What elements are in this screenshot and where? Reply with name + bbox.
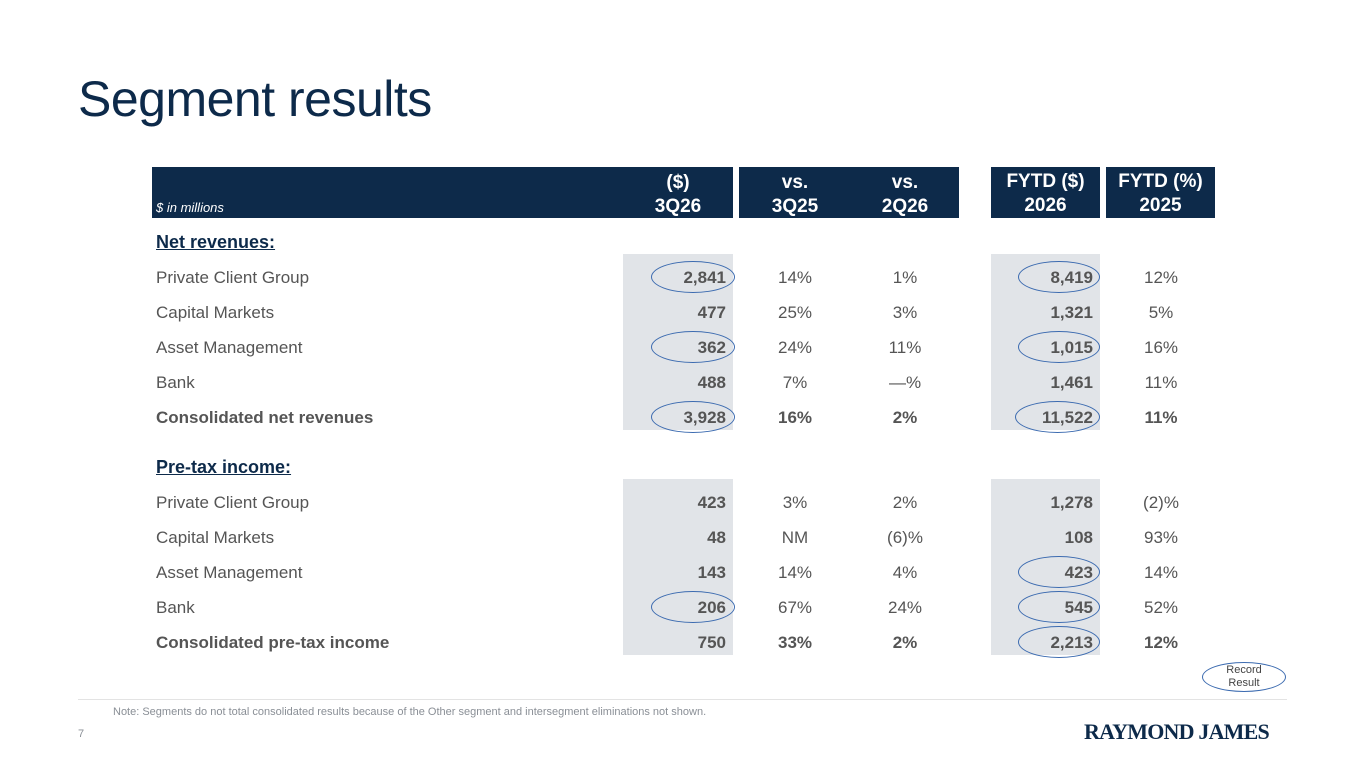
- value-vs-2q26: 3%: [892, 303, 918, 322]
- table-header-fytd-percent: FYTD (%) 2025: [1106, 167, 1215, 218]
- value-vs-3q25: 33%: [777, 633, 813, 652]
- header-3q26: ($) 3Q26: [623, 171, 733, 219]
- value-fytd-2025: 93%: [1143, 528, 1179, 547]
- header-fytd-2025: FYTD (%) 2025: [1106, 170, 1215, 218]
- units-label: $ in millions: [156, 200, 224, 215]
- table-row-total: Consolidated pre-tax income 750 33% 2% 2…: [0, 625, 1365, 660]
- value-vs-3q25: 14%: [777, 268, 813, 287]
- value-vs-2q26: 11%: [888, 338, 922, 357]
- header-3q26-line2: 3Q26: [654, 196, 702, 217]
- record-oval: [1018, 556, 1100, 588]
- header-fytd-2025-line1: FYTD (%): [1118, 171, 1203, 192]
- value-vs-2q26: 1%: [892, 268, 918, 287]
- value-vs-2q26: 4%: [892, 563, 918, 582]
- header-vs-2q26: vs. 2Q26: [850, 171, 960, 219]
- value-vs-2q26: 2%: [892, 633, 918, 652]
- value-fytd-2025: 12%: [1143, 268, 1179, 287]
- value-vs-2q26: 2%: [892, 493, 918, 512]
- record-oval: [651, 261, 735, 293]
- value-vs-3q25: 3%: [782, 493, 808, 512]
- value-fytd-2025: 14%: [1143, 563, 1179, 582]
- value-fytd-2025: 11%: [1144, 373, 1178, 392]
- header-fytd-2026-line2: 2026: [1024, 195, 1067, 216]
- table-header-fytd-dollars: FYTD ($) 2026: [991, 167, 1100, 218]
- record-oval: [651, 591, 735, 623]
- record-oval: [651, 331, 735, 363]
- value-3q26: 423: [697, 493, 726, 512]
- header-vs-3q25: vs. 3Q25: [740, 171, 850, 219]
- value-3q26: 488: [697, 373, 726, 392]
- footer-divider: [78, 699, 1287, 700]
- page-title: Segment results: [78, 71, 432, 127]
- row-label: Asset Management: [156, 563, 303, 582]
- header-fytd-2026: FYTD ($) 2026: [991, 170, 1100, 218]
- value-vs-2q26: —%: [888, 373, 922, 392]
- company-logo: RAYMOND JAMES: [1084, 719, 1270, 744]
- record-legend-line2: Result: [1228, 677, 1260, 689]
- record-oval: [1018, 331, 1100, 363]
- value-vs-3q25: 7%: [782, 373, 808, 392]
- section-pretax-income: Pre-tax income:: [156, 457, 292, 477]
- value-vs-2q26: 2%: [892, 408, 918, 427]
- row-label: Consolidated net revenues: [156, 408, 374, 427]
- header-vs-3q25-line1: vs.: [781, 172, 809, 193]
- header-vs-3q25-line2: 3Q25: [771, 196, 819, 217]
- table-row: Capital Markets 477 25% 3% 1,321 5%: [0, 295, 1365, 330]
- row-label: Bank: [156, 373, 195, 392]
- footnote: Note: Segments do not total consolidated…: [113, 706, 707, 718]
- value-vs-3q25: 16%: [777, 408, 813, 427]
- value-3q26: 477: [697, 303, 726, 322]
- table-row: Private Client Group 423 3% 2% 1,278 (2)…: [0, 485, 1365, 520]
- value-fytd-2025: 16%: [1143, 338, 1179, 357]
- header-fytd-2025-line2: 2025: [1139, 195, 1182, 216]
- row-label: Private Client Group: [156, 268, 310, 287]
- value-vs-3q25: 25%: [777, 303, 813, 322]
- header-vs-2q26-line1: vs.: [891, 172, 919, 193]
- row-label: Bank: [156, 598, 195, 617]
- value-fytd-2026: 1,461: [1050, 373, 1093, 392]
- table-row: Bank 488 7% —% 1,461 11%: [0, 365, 1365, 400]
- table-row: Asset Management 143 14% 4% 423 14%: [0, 555, 1365, 590]
- value-vs-3q25: 14%: [777, 563, 813, 582]
- record-result-legend: Record Result: [1202, 662, 1286, 692]
- header-fytd-2026-line1: FYTD ($): [1006, 171, 1085, 192]
- value-fytd-2025: 52%: [1143, 598, 1179, 617]
- section-net-revenues: Net revenues:: [156, 232, 276, 252]
- value-vs-3q25: 24%: [777, 338, 813, 357]
- value-fytd-2025: (2)%: [1143, 493, 1179, 512]
- record-legend-line1: Record: [1226, 664, 1262, 676]
- row-label: Private Client Group: [156, 493, 310, 512]
- table-header-vs: vs. 3Q25 vs. 2Q26: [739, 167, 959, 218]
- value-fytd-2025: 12%: [1143, 633, 1179, 652]
- value-fytd-2025: 5%: [1148, 303, 1174, 322]
- row-label: Asset Management: [156, 338, 303, 357]
- row-label: Capital Markets: [156, 528, 275, 547]
- value-vs-3q25: NM: [781, 528, 809, 547]
- record-oval: [1018, 591, 1100, 623]
- table-row: Capital Markets 48 NM (6)% 108 93%: [0, 520, 1365, 555]
- header-3q26-line1: ($): [666, 172, 690, 193]
- table-header-main: $ in millions ($) 3Q26: [152, 167, 733, 218]
- value-vs-3q25: 67%: [777, 598, 813, 617]
- record-oval: [651, 401, 735, 433]
- header-vs-2q26-line2: 2Q26: [881, 196, 929, 217]
- record-oval: [1015, 401, 1100, 433]
- value-3q26: 48: [707, 528, 726, 547]
- page-number: 7: [78, 728, 85, 740]
- value-3q26: 750: [697, 633, 726, 652]
- record-oval: [1018, 261, 1100, 293]
- shade-3q26-pretax: [623, 479, 733, 655]
- row-label: Capital Markets: [156, 303, 275, 322]
- value-fytd-2026: 108: [1064, 528, 1093, 547]
- record-oval: [1018, 626, 1100, 658]
- value-3q26: 143: [697, 563, 726, 582]
- value-fytd-2025: 11%: [1144, 408, 1178, 427]
- value-fytd-2026: 1,278: [1050, 493, 1093, 512]
- row-label: Consolidated pre-tax income: [156, 633, 390, 652]
- value-vs-2q26: (6)%: [887, 528, 923, 547]
- value-vs-2q26: 24%: [887, 598, 923, 617]
- value-fytd-2026: 1,321: [1050, 303, 1093, 322]
